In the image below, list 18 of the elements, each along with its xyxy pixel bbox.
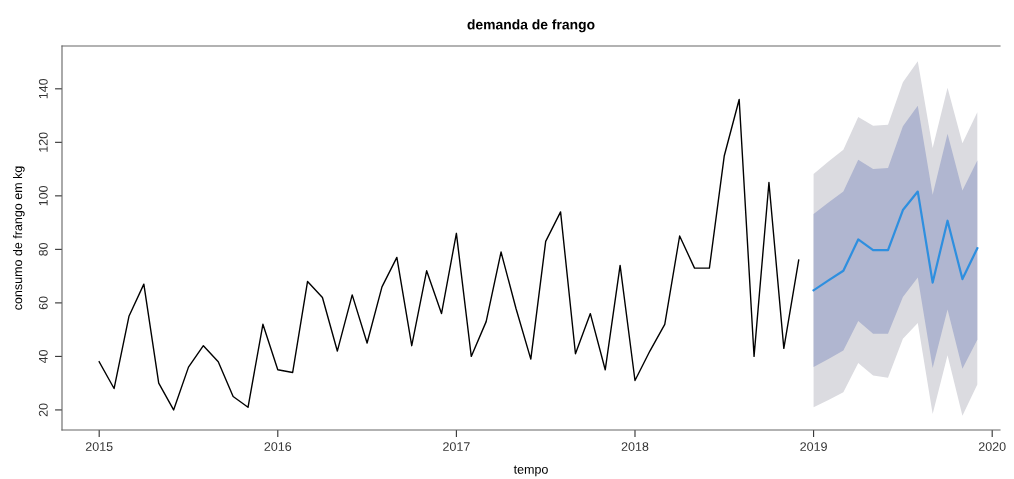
y-tick-label: 60 [38, 296, 48, 310]
y-tick-label: 140 [38, 78, 48, 99]
y-tick-label: 20 [38, 403, 48, 417]
x-tick-label: 2018 [621, 442, 649, 451]
line-series [98, 98, 800, 411]
y-tick-label: 100 [38, 185, 48, 206]
y-axis-title: consumo de frango em kg [13, 166, 25, 310]
x-tick-label: 2019 [800, 442, 827, 451]
y-tick-label: 120 [38, 132, 48, 152]
x-tick-label: 2017 [443, 442, 470, 451]
x-tick-label: 2015 [85, 442, 113, 451]
chart-title: demanda de frango [467, 19, 595, 33]
x-axis-title: tempo [513, 465, 548, 477]
line-series [812, 190, 979, 292]
y-tick-label: 80 [38, 242, 48, 256]
y-tick-label: 40 [38, 349, 48, 364]
x-tick-label: 2016 [264, 442, 292, 451]
x-tick-label: 2020 [978, 442, 1006, 451]
